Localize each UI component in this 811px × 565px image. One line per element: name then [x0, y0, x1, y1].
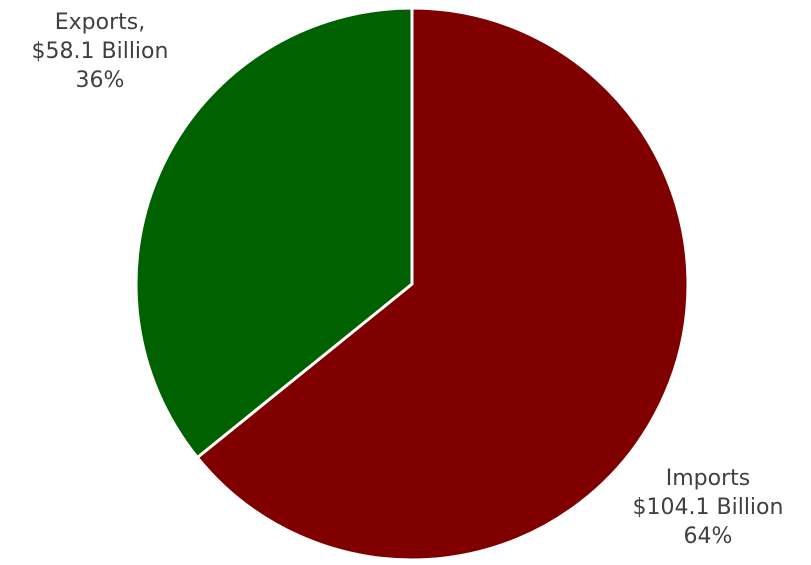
imports-label-name: Imports: [665, 466, 751, 491]
imports-label-value: $104.1 Billion: [632, 495, 784, 520]
pie-slice-exports: [134, 6, 414, 460]
exports-data-label: Exports, $58.1 Billion 36%: [0, 8, 200, 95]
imports-data-label: Imports $104.1 Billion 64%: [605, 464, 811, 551]
pie-slice-imports: [195, 6, 690, 562]
imports-label-percent: 64%: [683, 524, 733, 549]
pie-slices: [134, 6, 690, 562]
exports-label-name: Exports,: [54, 10, 146, 35]
exports-label-percent: 36%: [75, 68, 125, 93]
exports-label-value: $58.1 Billion: [31, 39, 169, 64]
